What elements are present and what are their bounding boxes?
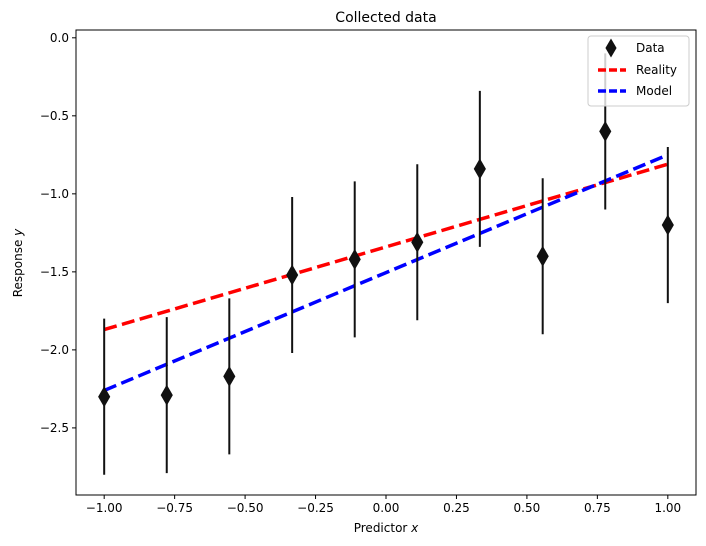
x-axis: −1.00 −0.75 −0.50 −0.25 0.00 0.25 0.50 0.75 1.00 [86,495,681,515]
y-tick-label: −1.0 [40,187,69,201]
y-axis-label-var: y [11,228,25,237]
x-tick-label: 0.00 [373,501,400,515]
legend-label-reality: Reality [636,63,677,77]
data-point [411,231,424,253]
legend-label-data: Data [636,41,665,55]
data-point [286,264,299,286]
data-point [348,248,361,270]
series-line-reality [103,162,669,332]
x-tick-label: −1.00 [86,501,123,515]
data-point [223,365,236,387]
x-axis-label: Predictor x [354,521,419,535]
y-tick-label: −1.5 [40,265,69,279]
x-axis-label-var: x [410,521,419,535]
legend-marker-data [605,38,617,58]
y-tick-label: −0.5 [40,109,69,123]
legend: Data Reality Model [587,35,690,107]
x-tick-label: 0.75 [584,501,611,515]
chart-title: Collected data [335,10,436,26]
x-tick-label: 0.50 [514,501,541,515]
plot-area [98,53,674,475]
x-tick-label: −0.50 [227,501,264,515]
data-point [98,386,111,408]
data-point [536,245,549,267]
y-tick-label: 0.0 [50,31,69,45]
legend-entries: Data Reality Model [598,38,677,98]
data-point [160,384,173,406]
legend-label-model: Model [636,84,672,98]
x-tick-label: 1.00 [654,501,681,515]
y-axis: 0.0 −0.5 −1.0 −1.5 −2.0 −2.5 [40,31,76,435]
x-tick-label: −0.75 [156,501,193,515]
x-tick-label: −0.25 [297,501,334,515]
y-tick-label: −2.0 [40,343,69,357]
data-point [661,214,674,236]
y-tick-label: −2.5 [40,421,69,435]
y-axis-label-text: Response [11,236,25,297]
y-axis-label: Response y [11,228,25,297]
data-point [473,158,486,180]
series-line-model [103,153,669,393]
data-point [599,120,612,142]
x-axis-label-text: Predictor [354,521,411,535]
x-tick-label: 0.25 [443,501,470,515]
